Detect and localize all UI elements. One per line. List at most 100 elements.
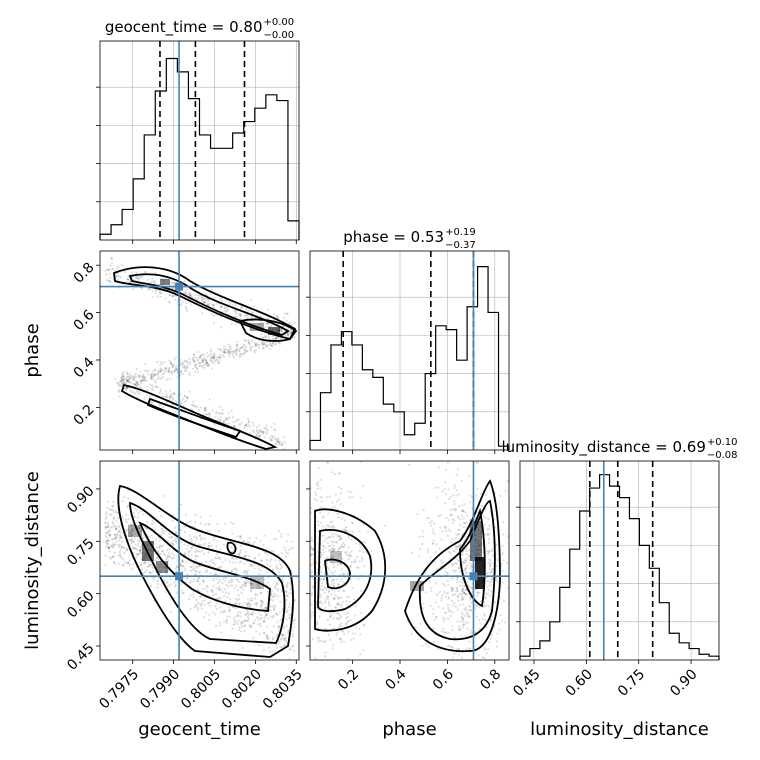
scatter-point — [214, 604, 217, 608]
scatter-point — [488, 528, 491, 531]
scatter-point — [194, 573, 197, 576]
scatter-point — [217, 597, 220, 600]
scatter-point — [129, 563, 132, 566]
contour-line — [117, 484, 294, 658]
scatter-point — [251, 599, 254, 602]
scatter-point — [322, 641, 326, 644]
scatter-point — [181, 366, 185, 369]
scatter-point — [204, 523, 207, 526]
scatter-point — [176, 566, 179, 569]
scatter-point — [156, 580, 159, 583]
scatter-point — [362, 523, 365, 526]
scatter-point — [219, 297, 223, 300]
scatter-point — [144, 271, 147, 274]
scatter-point — [232, 352, 235, 355]
scatter-point — [118, 545, 121, 548]
scatter-point — [446, 461, 449, 464]
scatter-point — [109, 280, 112, 283]
scatter-point — [489, 583, 492, 587]
scatter-point — [424, 642, 427, 645]
scatter-point — [467, 647, 470, 650]
scatter-point — [150, 375, 153, 378]
scatter-point — [347, 554, 351, 557]
scatter-point — [105, 541, 109, 545]
scatter-point — [289, 588, 292, 591]
scatter-point — [166, 549, 169, 552]
scatter-point — [176, 368, 179, 371]
scatter-point — [137, 527, 141, 530]
scatter-point — [521, 528, 523, 530]
scatter-point — [201, 353, 204, 356]
scatter-point — [192, 367, 195, 370]
scatter-point — [358, 627, 361, 630]
scatter-point — [261, 340, 264, 344]
scatter-point — [206, 303, 209, 306]
scatter-point — [486, 585, 489, 588]
scatter-point — [424, 571, 427, 574]
scatter-point — [218, 588, 221, 591]
scatter-point — [498, 628, 501, 631]
scatter-point — [226, 427, 229, 430]
scatter-point — [111, 542, 114, 545]
scatter-point — [324, 601, 327, 604]
scatter-point — [115, 535, 118, 538]
scatter-point — [236, 348, 239, 352]
scatter-point — [260, 604, 263, 607]
scatter-point — [201, 358, 204, 361]
scatter-point — [429, 524, 433, 527]
tick-label-x-geocent_time: 0.8020 — [219, 666, 265, 712]
scatter-point — [182, 364, 185, 367]
scatter-point — [186, 365, 189, 369]
scatter-point — [330, 550, 334, 553]
scatter-point — [238, 561, 241, 564]
scatter-point — [321, 589, 324, 592]
scatter-point — [455, 455, 457, 457]
scatter-point — [266, 634, 269, 637]
scatter-point — [244, 613, 247, 617]
scatter-point — [422, 602, 425, 605]
scatter-point — [461, 615, 464, 619]
scatter-point — [118, 534, 122, 537]
scatter-point — [259, 539, 262, 543]
scatter-point — [329, 544, 332, 547]
scatter-point — [447, 519, 450, 522]
scatter-point — [288, 592, 291, 595]
scatter-point — [113, 543, 116, 546]
scatter-point — [151, 570, 155, 573]
scatter-point — [104, 540, 107, 543]
scatter-point — [362, 547, 365, 550]
scatter-point — [183, 279, 186, 283]
scatter-point — [143, 561, 146, 564]
scatter-point — [213, 423, 216, 426]
scatter-point — [118, 275, 121, 278]
scatter-point — [212, 356, 215, 359]
tick-label-x-phase: 0.6 — [430, 666, 457, 693]
scatter-point — [188, 373, 191, 376]
scatter-point — [255, 345, 258, 348]
scatter-point — [335, 633, 338, 636]
scatter-point — [345, 529, 349, 533]
scatter-point — [477, 654, 480, 657]
scatter-point — [282, 316, 286, 319]
scatter-point — [125, 518, 128, 521]
scatter-point — [310, 614, 313, 618]
scatter-point — [481, 656, 485, 659]
scatter-point — [286, 333, 290, 336]
scatter-point — [259, 624, 262, 628]
scatter-point — [493, 601, 497, 604]
scatter-point — [215, 410, 218, 414]
scatter-point — [277, 530, 281, 533]
scatter-point — [228, 560, 231, 563]
scatter-point — [462, 525, 465, 528]
scatter-point — [279, 337, 282, 340]
scatter-point — [487, 605, 490, 608]
scatter-point — [255, 601, 258, 605]
scatter-point — [104, 526, 107, 529]
scatter-point — [139, 551, 142, 554]
scatter-point — [487, 550, 490, 553]
scatter-point — [205, 359, 208, 362]
scatter-point — [249, 603, 253, 606]
scatter-point — [342, 581, 345, 584]
scatter-point — [147, 369, 150, 373]
scatter-point — [307, 486, 309, 488]
